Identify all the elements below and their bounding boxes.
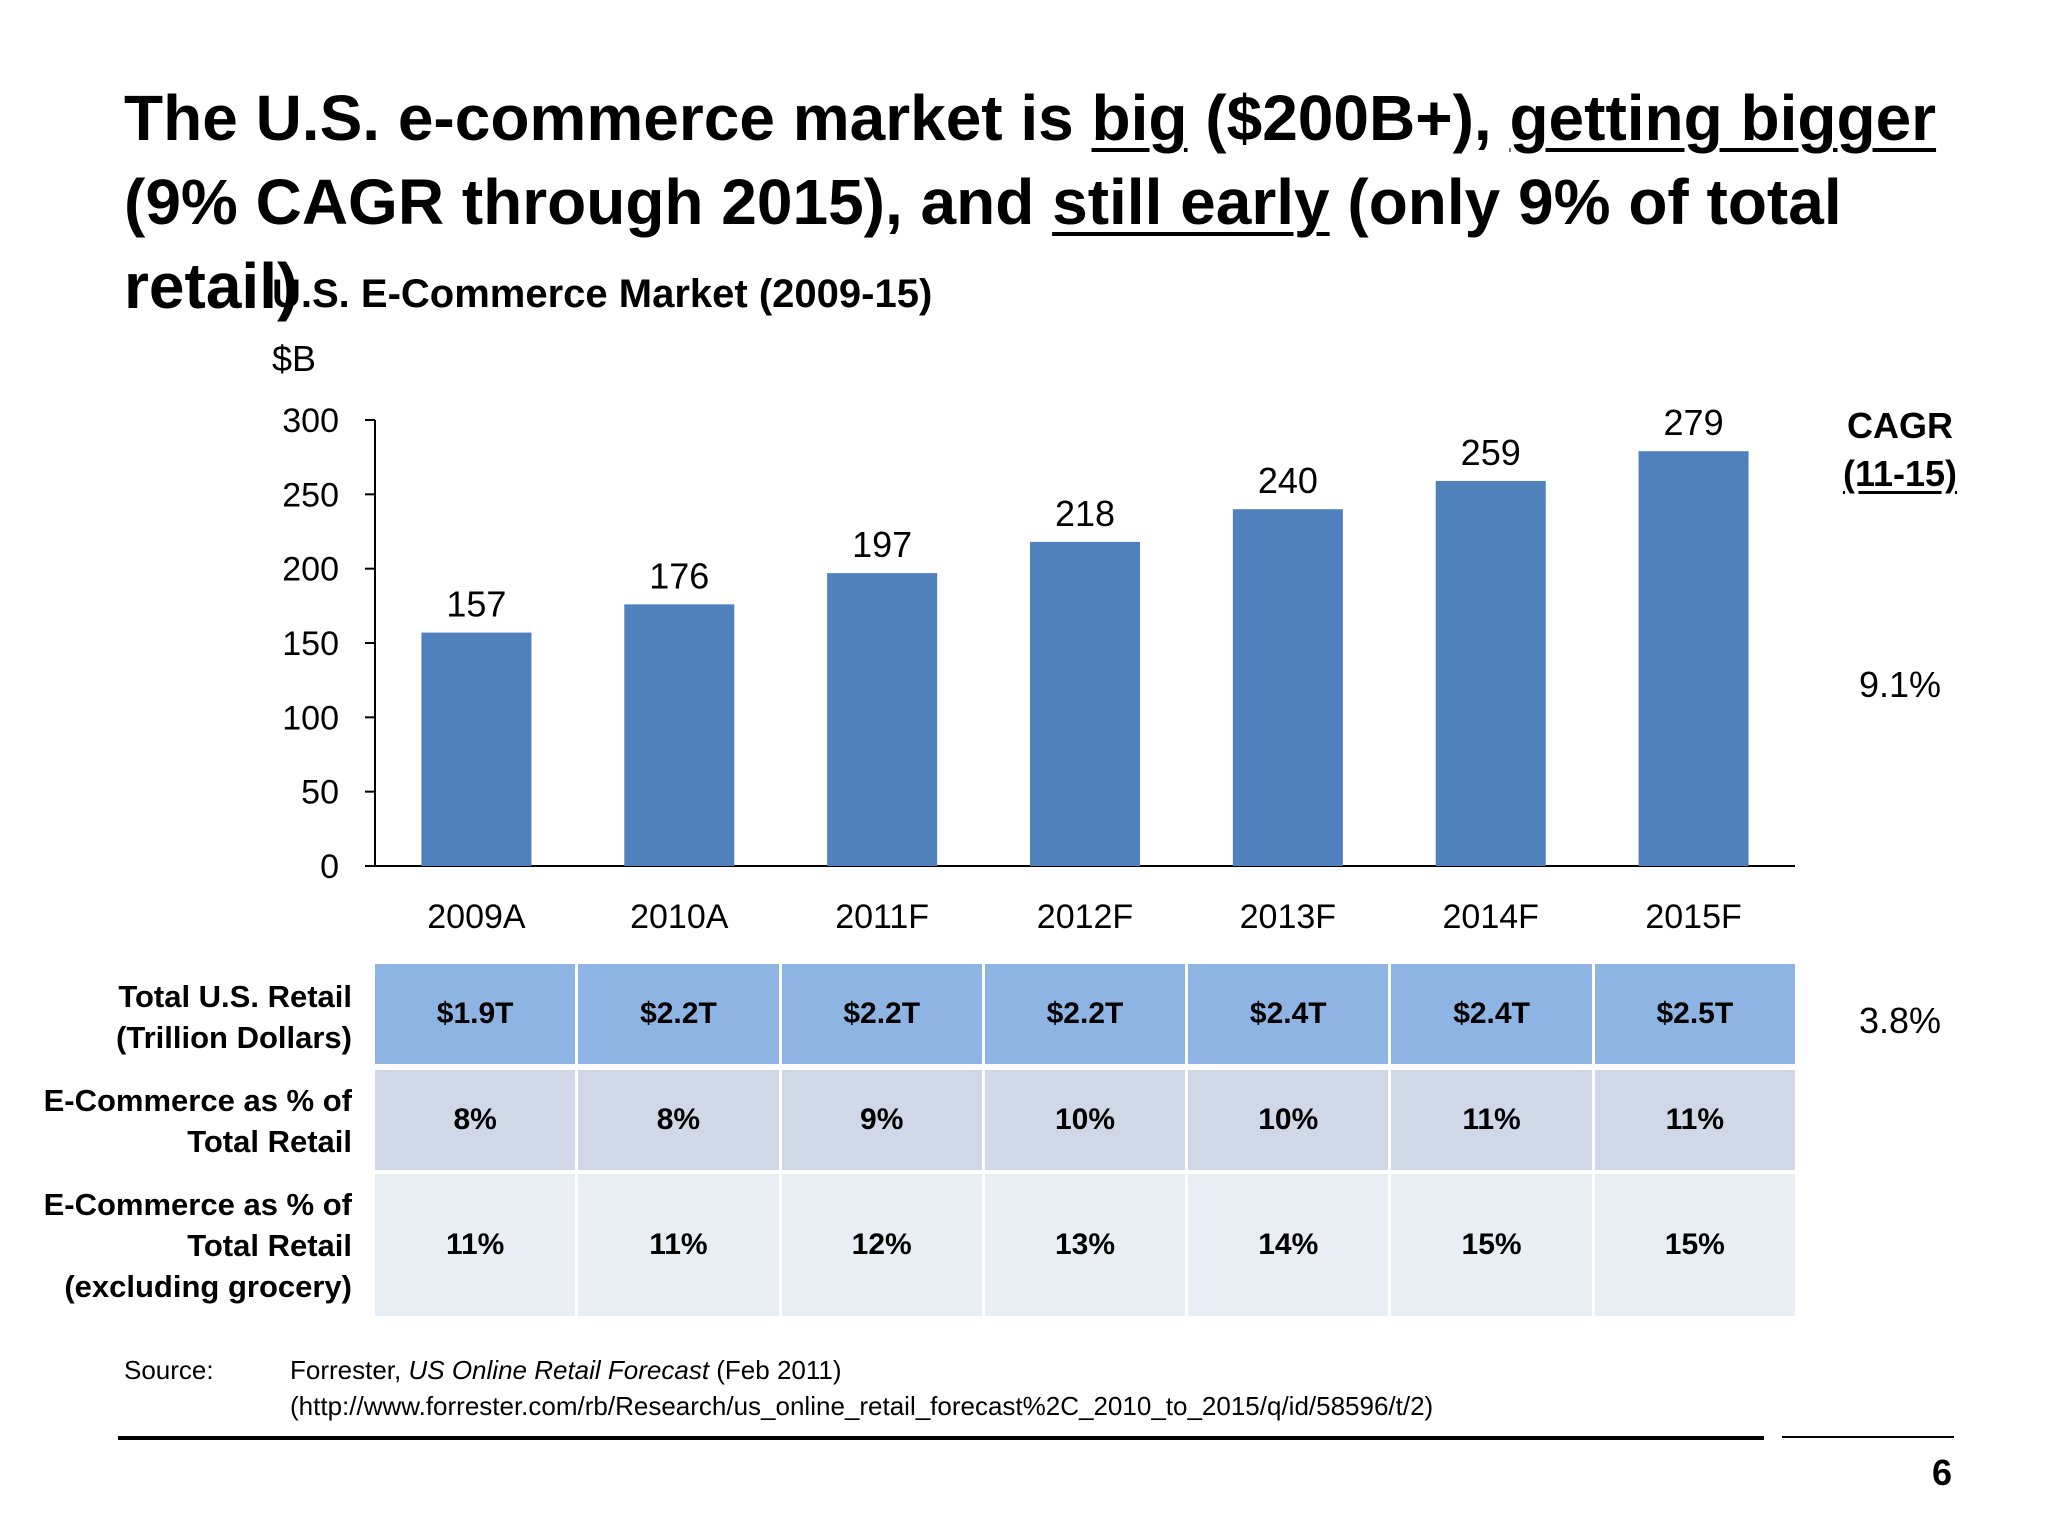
- bar-chart: 0 50 100 150 200 250 300 157 2009A 176 2010A 197 201…: [282, 402, 1795, 936]
- y-tick-label: 50: [301, 774, 339, 812]
- row-label-ecommerce-share-ex-grocery: E-Commerce as % of Total Retail (excludi…: [20, 1184, 352, 1307]
- table-cell: 14%: [1188, 1174, 1392, 1316]
- table-cell: $2.2T: [984, 964, 1189, 1064]
- bar: [827, 573, 938, 866]
- x-tick-label: 2009A: [427, 898, 526, 936]
- row-label-line: E-Commerce as % of: [43, 1083, 352, 1118]
- row-label-total-retail: Total U.S. Retail (Trillion Dollars): [20, 976, 352, 1058]
- chart-y-unit: $B: [272, 338, 317, 379]
- cagr-period-label: (11-15): [1842, 453, 1958, 494]
- source-report-title: US Online Retail Forecast: [408, 1355, 710, 1385]
- table-cell: $2.5T: [1594, 964, 1795, 1064]
- slide-headline: The U.S. e-commerce market is big ($200B…: [124, 76, 1984, 328]
- table-cell: 12%: [781, 1174, 985, 1316]
- row-label-ecommerce-share: E-Commerce as % of Total Retail: [20, 1080, 352, 1162]
- headline-emphasis-still-early: still early: [1052, 166, 1330, 238]
- data-label: 279: [1664, 402, 1724, 443]
- headline-text-1: The U.S. e-commerce market is: [124, 82, 1092, 154]
- source-date: (Feb 2011): [709, 1355, 842, 1385]
- y-tick-label: 300: [282, 402, 339, 440]
- y-tick-label: 100: [282, 699, 339, 737]
- bar: [421, 632, 532, 866]
- y-tick-label: 150: [282, 625, 339, 663]
- source-publisher: Forrester,: [290, 1355, 409, 1385]
- row-label-line: Total Retail: [187, 1228, 352, 1263]
- table-cell: $1.9T: [375, 964, 579, 1064]
- table-cell: 10%: [1188, 1070, 1392, 1170]
- y-tick-label: 200: [282, 551, 339, 589]
- table-cell: 9%: [781, 1070, 985, 1170]
- retail-data-table: $1.9T $2.2T $2.2T $2.2T $2.4T $2.4T $2.5…: [375, 964, 1795, 1316]
- table-cell: $2.4T: [1188, 964, 1392, 1064]
- source-citation: Forrester, US Online Retail Forecast (Fe…: [290, 1352, 1433, 1424]
- table-cell: 11%: [1594, 1070, 1795, 1170]
- table-cell: 11%: [375, 1174, 579, 1316]
- row-label-line: Total U.S. Retail: [118, 979, 352, 1014]
- headline-text-3: (9% CAGR through 2015), and: [124, 166, 1053, 238]
- table-row: 11% 11% 12% 13% 14% 15% 15%: [375, 1174, 1795, 1316]
- data-label: 157: [446, 584, 506, 625]
- cagr-heading-label: CAGR: [1847, 405, 1953, 446]
- bar: [624, 604, 735, 866]
- cagr-retail-value: 3.8%: [1858, 1000, 1942, 1041]
- x-tick-label: 2013F: [1240, 898, 1336, 936]
- page-number: 6: [1931, 1452, 1952, 1493]
- x-tick-label: 2010A: [630, 898, 729, 936]
- row-label-line: Total Retail: [187, 1124, 352, 1159]
- table-cell: 11%: [1391, 1070, 1595, 1170]
- headline-emphasis-getting-bigger: getting bigger: [1509, 82, 1937, 154]
- footer-divider-short: [1782, 1436, 1954, 1438]
- table-cell: 13%: [984, 1174, 1189, 1316]
- x-tick-label: 2015F: [1645, 898, 1741, 936]
- data-label: 218: [1055, 493, 1115, 534]
- bar: [1435, 480, 1546, 866]
- table-row: 8% 8% 9% 10% 10% 11% 11%: [375, 1070, 1795, 1170]
- table-cell: 15%: [1594, 1174, 1795, 1316]
- headline-emphasis-big: big: [1091, 82, 1188, 154]
- table-cell: 10%: [984, 1070, 1189, 1170]
- data-label: 240: [1258, 460, 1318, 501]
- table-cell: $2.2T: [578, 964, 782, 1064]
- x-tick-label: 2011F: [835, 898, 929, 936]
- x-tick-label: 2014F: [1443, 898, 1539, 936]
- data-label: 259: [1461, 432, 1521, 473]
- table-cell: $2.4T: [1391, 964, 1595, 1064]
- table-cell: 8%: [578, 1070, 782, 1170]
- y-tick-label: 250: [282, 476, 339, 514]
- cagr-heading: CAGR (11-15): [1830, 402, 1970, 498]
- table-cell: 11%: [578, 1174, 782, 1316]
- table-cell: 8%: [375, 1070, 579, 1170]
- bar: [1030, 541, 1140, 866]
- table-cell: $2.2T: [781, 964, 985, 1064]
- y-tick-label: 0: [320, 848, 339, 886]
- source-url[interactable]: (http://www.forrester.com/rb/Research/us…: [290, 1391, 1434, 1421]
- table-cell: 15%: [1391, 1174, 1595, 1316]
- headline-text-4: (only 9% of total retail): [124, 166, 1842, 322]
- data-label: 197: [852, 524, 912, 565]
- table-row: $1.9T $2.2T $2.2T $2.2T $2.4T $2.4T $2.5…: [375, 964, 1795, 1064]
- x-tick-label: 2012F: [1037, 898, 1133, 936]
- headline-text-2: ($200B+),: [1187, 82, 1510, 154]
- data-label: 176: [649, 555, 709, 596]
- row-label-line: E-Commerce as % of: [43, 1187, 352, 1222]
- bar: [1638, 451, 1749, 866]
- cagr-ecommerce-value: 9.1%: [1858, 664, 1942, 705]
- row-label-line: (excluding grocery): [64, 1269, 352, 1304]
- footer-divider: [118, 1436, 1764, 1440]
- row-label-line: (Trillion Dollars): [116, 1020, 352, 1055]
- chart-title: U.S. E-Commerce Market (2009-15): [272, 272, 933, 316]
- bar: [1232, 509, 1343, 866]
- source-label: Source:: [124, 1355, 214, 1385]
